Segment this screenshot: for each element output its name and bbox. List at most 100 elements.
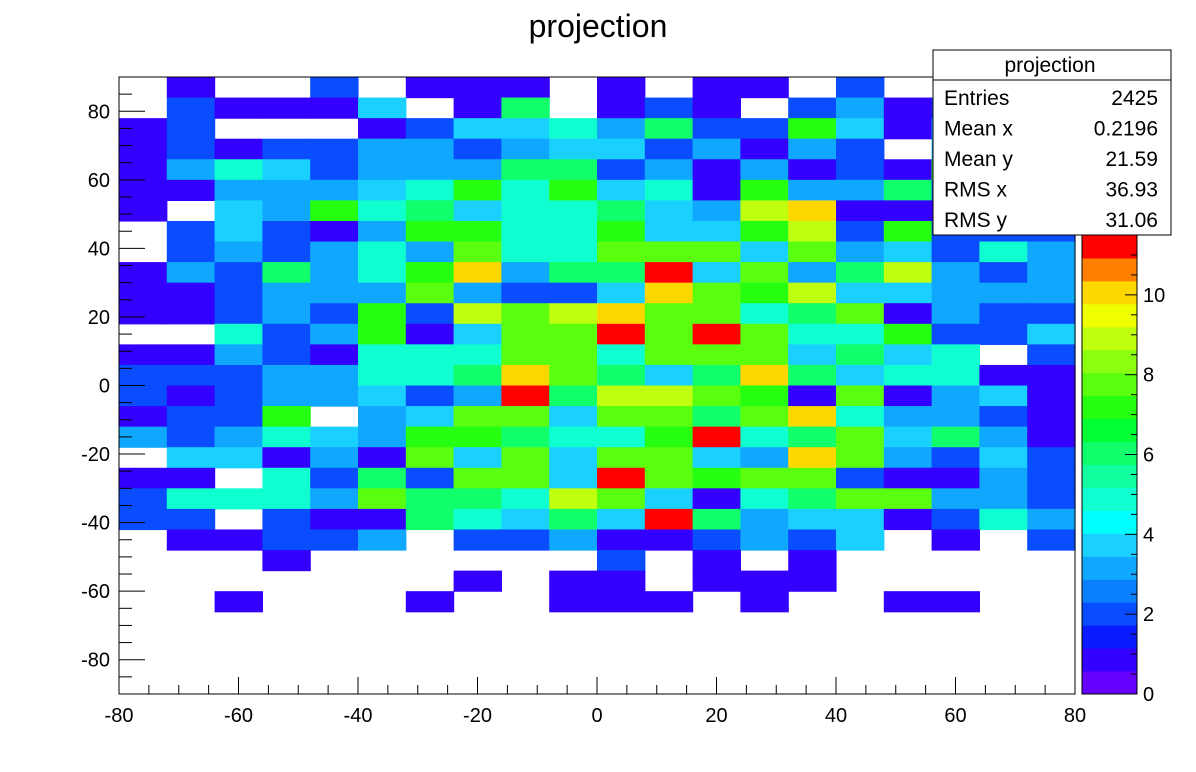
heatmap-cell [214,323,263,345]
heatmap-cell [549,570,598,592]
heatmap-cell [644,303,694,325]
heatmap-cell [549,385,598,407]
heatmap-cell [836,385,885,407]
heatmap-cell [405,488,455,510]
heatmap-cell [740,303,789,325]
heatmap-cell [262,550,311,572]
heatmap-cell [836,97,885,119]
heatmap-cell [692,385,741,407]
heatmap-cell [836,426,885,448]
heatmap-cell [358,385,407,407]
heatmap-cell [883,488,933,510]
heatmap-cell [310,220,359,243]
heatmap-cell [549,200,598,222]
heatmap-cell [740,262,789,284]
heatmap-cell [883,220,933,243]
heatmap-cell [788,488,837,510]
heatmap-cell [692,344,741,366]
heatmap-cell [358,282,407,304]
colorbar-tick-label: 8 [1143,365,1154,387]
heatmap-cell [358,323,407,345]
heatmap-cell [788,364,837,387]
stats-box: projection Entries 2425 Mean x 0.2196 Mean y… [932,49,1172,236]
heatmap-cell [358,488,407,510]
heatmap-cell [692,77,741,99]
heatmap-cell [214,282,263,304]
heatmap-cell [119,159,168,181]
heatmap-cell [549,426,598,448]
colorbar-segment [1082,671,1137,695]
heatmap-cell [883,323,933,345]
heatmap-cell [644,467,694,489]
stats-row-value: 31.06 [1105,209,1158,232]
heatmap-cell [597,570,646,592]
colorbar-segment [1082,441,1137,465]
heatmap-cell [836,364,885,387]
heatmap-cell [740,220,789,243]
heatmap-cell [644,179,694,201]
heatmap-cell [214,303,263,325]
heatmap-cell [166,529,216,551]
heatmap-cell [597,159,646,181]
x-tick-label: -60 [224,705,253,727]
heatmap-cell [931,426,980,448]
stats-row-label: Entries [944,87,1009,110]
heatmap-cell [119,508,168,531]
heatmap-cell [262,364,311,387]
heatmap-cell [836,303,885,325]
heatmap-cell [166,344,216,366]
heatmap-cell [405,344,455,366]
heatmap-cell [883,241,933,263]
heatmap-cell [214,529,263,551]
colorbar-segment [1082,579,1137,603]
heatmap-cell [405,447,455,469]
heatmap-cell [597,303,646,325]
heatmap-cell [788,550,837,572]
heatmap-cell [166,303,216,325]
heatmap-cell [453,200,502,222]
heatmap-cell [740,159,789,181]
heatmap-cell [453,118,502,140]
heatmap-cell [644,282,694,304]
colorbar-segment [1082,257,1137,282]
heatmap-cell [931,508,980,531]
x-tick-label: 60 [944,705,966,727]
heatmap-cell [692,220,741,243]
heatmap-cell [358,220,407,243]
heatmap-cell [453,406,502,428]
heatmap-cell [836,344,885,366]
heatmap-cell [931,241,980,263]
heatmap-cell [549,118,598,140]
heatmap-cell [214,241,263,263]
x-tick-label: -20 [463,705,492,727]
heatmap-cell [836,241,885,263]
heatmap-cell [883,467,933,489]
heatmap-cell [310,344,359,366]
heatmap-cell [1027,344,1076,366]
heatmap-cell [310,159,359,181]
heatmap-cell [931,364,980,387]
y-tick-label: -20 [81,444,110,466]
heatmap-cell [883,406,933,428]
heatmap-cell [214,591,263,613]
heatmap-cell [597,467,646,489]
colorbar-segment [1082,556,1137,580]
heatmap-cell [358,97,407,119]
heatmap-cell [453,447,502,469]
heatmap-cell [453,262,502,284]
heatmap-cell [166,385,216,407]
heatmap-cell [405,303,455,325]
heatmap-cell [549,282,598,304]
heatmap-cell [931,323,980,345]
heatmap-cell [597,97,646,119]
heatmap-cell [1027,303,1076,325]
heatmap-cell [501,200,550,222]
heatmap-cell [740,426,789,448]
heatmap-cell [358,303,407,325]
heatmap-cell [1027,241,1076,263]
heatmap-cell [597,179,646,201]
heatmap-cell [453,364,502,387]
heatmap-cell [262,282,311,304]
heatmap-cell [931,447,980,469]
y-tick-label: 20 [88,307,110,329]
